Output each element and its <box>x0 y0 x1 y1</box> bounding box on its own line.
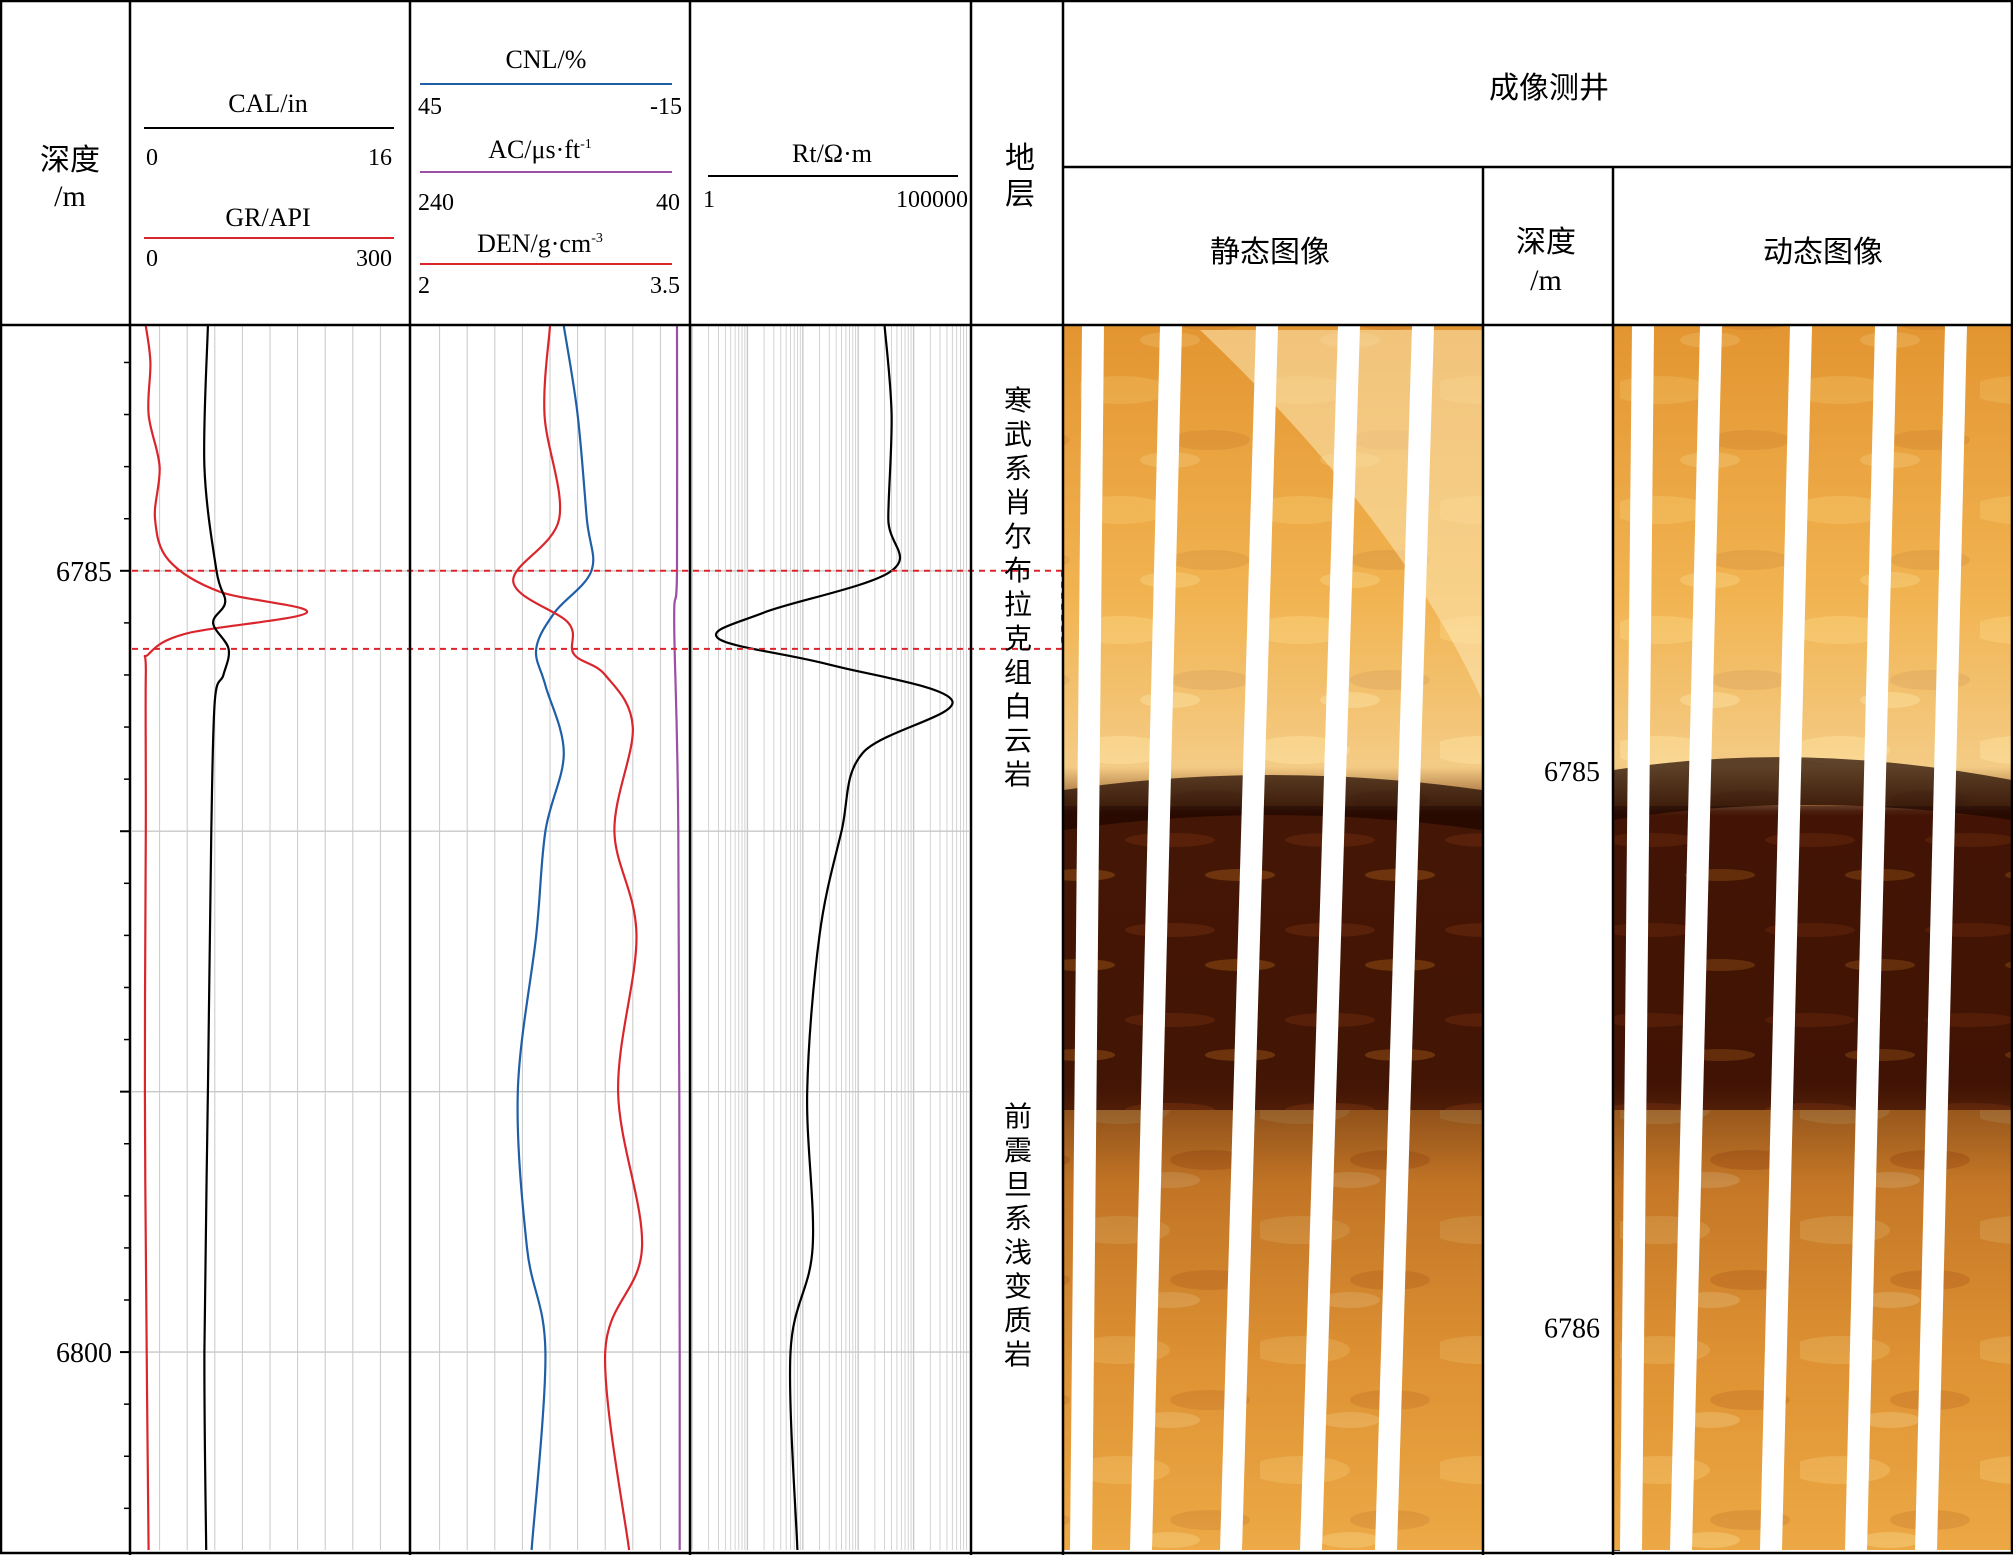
strata-upper-char: 白 <box>1004 690 1032 723</box>
cnl-min: 45 <box>418 94 442 120</box>
curve-cnl <box>516 325 595 1551</box>
curve-gr <box>143 325 308 1551</box>
dynamic-image-label: 动态图像 <box>1763 235 1883 270</box>
image-depth-header: 深度 <box>1516 225 1576 260</box>
strata-lower-char: 浅 <box>1004 1236 1032 1269</box>
image-depth-unit: /m <box>1530 264 1562 297</box>
cal-label: CAL/in <box>228 89 307 118</box>
static-pad-gap <box>1300 326 1360 1550</box>
rt-label: Rt/Ω·m <box>792 139 872 168</box>
gr-max: 300 <box>356 246 392 272</box>
track2-header: CNL/% 45 -15 AC/μs·ft-1 240 40 DEN/g·cm-… <box>418 45 682 299</box>
ac-max: 40 <box>656 190 680 216</box>
depth-tick-label-6785: 6785 <box>56 557 112 588</box>
depth-axis: 6785 6800 6785 6786 <box>56 557 1600 1369</box>
strata-upper-char: 组 <box>1004 656 1032 689</box>
strata-upper-char: 拉 <box>1004 588 1032 621</box>
cal-min: 0 <box>146 145 158 171</box>
dynamic-pad-gap <box>1620 326 1654 1550</box>
strata-upper-char: 肖 <box>1004 486 1032 519</box>
depth-unit: /m <box>54 180 86 213</box>
strata-upper-char: 系 <box>1004 452 1032 485</box>
gr-min: 0 <box>146 246 158 272</box>
image-depth-label-6786: 6786 <box>1544 1313 1600 1344</box>
strata-lower-char: 变 <box>1004 1270 1032 1303</box>
strata-header-2: 层 <box>1005 177 1035 212</box>
cnl-max: -15 <box>650 94 682 120</box>
strata-upper-char: 布 <box>1004 554 1032 587</box>
dynamic-pad-gap <box>1670 326 1722 1550</box>
dynamic-pad-gap <box>1760 326 1812 1550</box>
strata-lower-char: 旦 <box>1004 1168 1032 1201</box>
curve-ac <box>673 325 681 1551</box>
den-max: 3.5 <box>650 273 680 299</box>
image-depth-label-6785: 6785 <box>1544 757 1600 788</box>
strata-lower-char: 质 <box>1004 1304 1032 1337</box>
strata-upper-char: 武 <box>1004 418 1032 451</box>
dynamic-pad-gap <box>1915 326 1967 1550</box>
static-pad-gap <box>1070 326 1104 1550</box>
cal-max: 16 <box>368 145 392 171</box>
strata-lower-char: 前 <box>1004 1100 1032 1133</box>
dynamic-pad-gap <box>1845 326 1897 1550</box>
static-pad-gap <box>1220 326 1278 1550</box>
curve-den <box>512 325 644 1551</box>
depth-header: 深度 <box>40 143 100 178</box>
strata-upper-char: 岩 <box>1004 758 1032 791</box>
header: 深度 /m CAL/in 0 16 GR/API 0 300 CNL/% 45 … <box>40 45 1883 299</box>
strata-lower-char: 震 <box>1004 1134 1032 1167</box>
strata-upper-char: 云 <box>1004 724 1032 757</box>
den-label: DEN/g·cm-3 <box>477 229 603 258</box>
rt-max: 100000 <box>896 187 968 213</box>
highlight-interval <box>132 569 1063 650</box>
gr-label: GR/API <box>225 203 310 232</box>
strata-lower-char: 岩 <box>1004 1338 1032 1371</box>
ac-label: AC/μs·ft-1 <box>488 135 592 164</box>
strata-upper-char: 尔 <box>1004 520 1032 553</box>
curve-cal <box>203 325 231 1551</box>
static-pad-gap <box>1130 326 1182 1550</box>
static-pad-gap <box>1375 326 1434 1550</box>
imaging-title: 成像测井 <box>1489 71 1609 106</box>
log-curves <box>143 325 954 1551</box>
fmi-images <box>1064 326 2012 1550</box>
strata-upper-char: 寒 <box>1004 384 1032 417</box>
depth-tick-label-6800: 6800 <box>56 1338 112 1369</box>
ac-min: 240 <box>418 190 454 216</box>
pad-gaps <box>1070 326 1967 1550</box>
den-min: 2 <box>418 273 430 299</box>
cnl-label: CNL/% <box>506 45 587 74</box>
curve-rt <box>715 325 954 1551</box>
strata-lower-char: 系 <box>1004 1202 1032 1235</box>
strata-header-1: 地 <box>1005 141 1035 176</box>
rt-min: 1 <box>703 187 715 213</box>
strata-upper-char: 克 <box>1004 622 1032 655</box>
track1-header: CAL/in 0 16 GR/API 0 300 <box>144 89 394 272</box>
static-image-label: 静态图像 <box>1210 235 1330 270</box>
track3-header: Rt/Ω·m 1 100000 <box>703 139 968 213</box>
